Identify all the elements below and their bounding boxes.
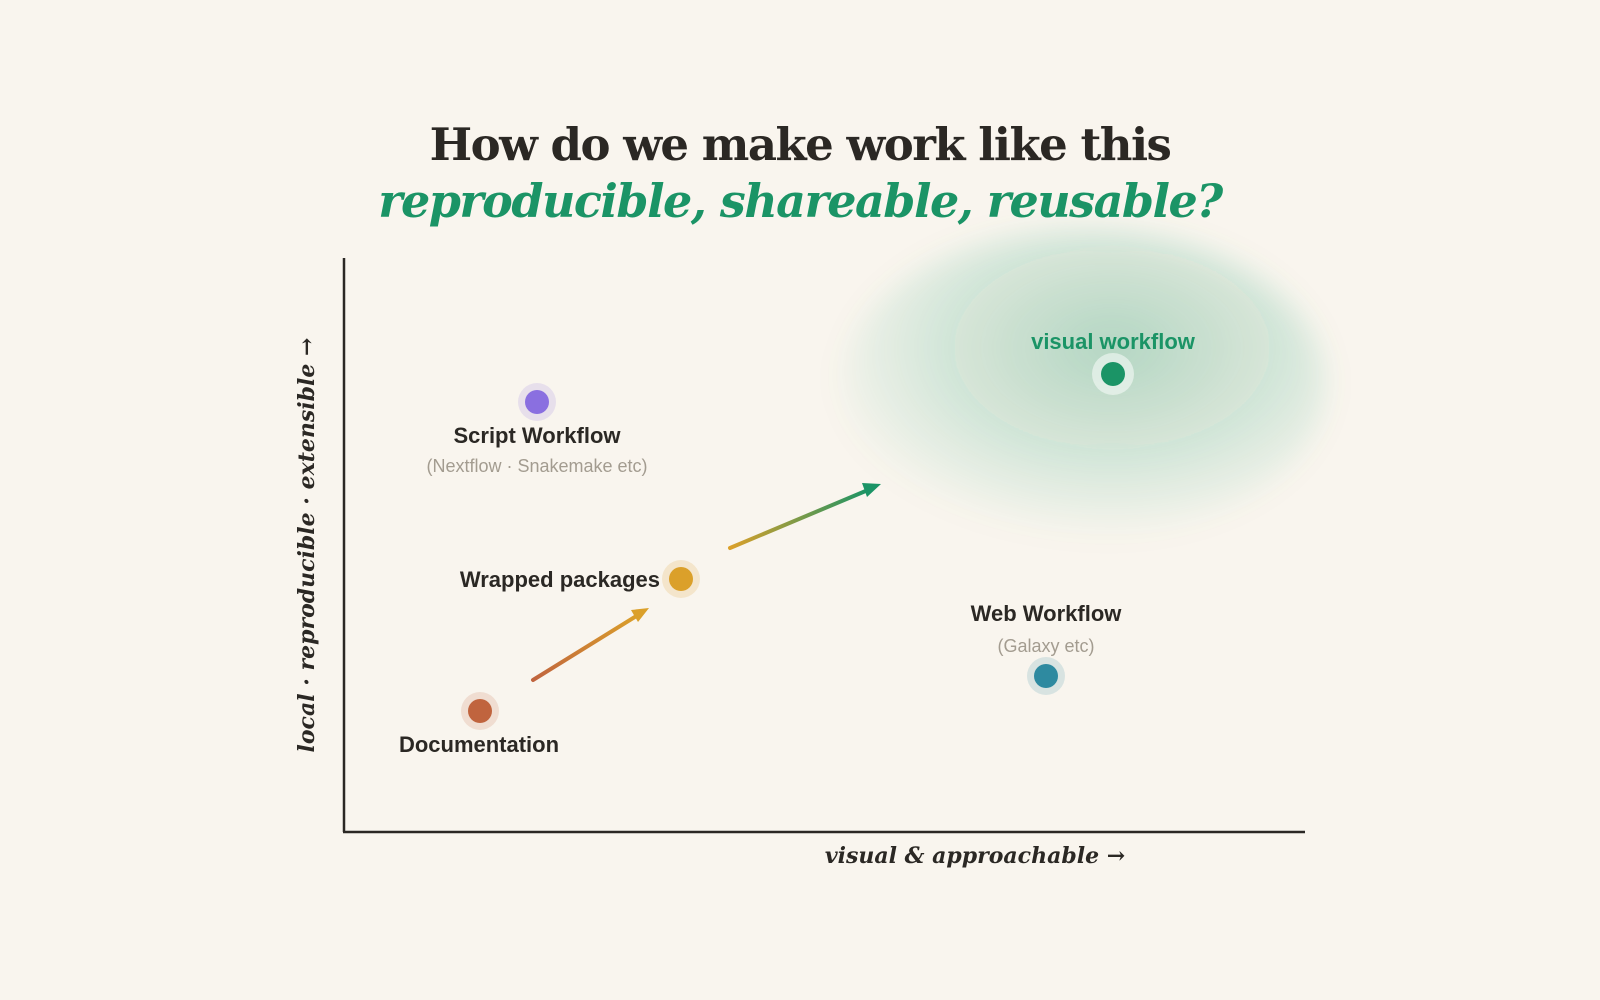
script-workflow-dot [525,390,549,414]
title-sub: reproducible, shareable, reusable? [378,174,1223,228]
web-workflow-dot [1034,664,1058,688]
script-workflow-label: Script Workflow [453,423,621,448]
title-main: How do we make work like this [429,118,1172,171]
script-workflow-sublabel: (Nextflow · Snakemake etc) [426,456,647,476]
node-documentation: Documentation [399,692,559,757]
visual-workflow-label: visual workflow [1031,329,1196,354]
highlight-zone [841,230,1325,540]
progress-arrow-2 [728,483,881,550]
y-axis-label: local · reproducible · extensible → [294,338,320,753]
documentation-label: Documentation [399,732,559,757]
documentation-dot [468,699,492,723]
node-visual-workflow: visual workflow [1031,329,1196,395]
node-script-workflow: Script Workflow (Nextflow · Snakemake et… [426,383,648,476]
web-workflow-sublabel: (Galaxy etc) [997,636,1094,656]
wrapped-packages-label: Wrapped packages [460,567,660,592]
progress-arrow-1 [531,608,649,682]
visual-workflow-dot [1101,362,1125,386]
wrapped-packages-dot [669,567,693,591]
web-workflow-label: Web Workflow [971,601,1123,626]
x-axis-label: visual & approachable → [825,843,1125,869]
node-web-workflow: Web Workflow (Galaxy etc) [971,601,1123,695]
node-wrapped-packages: Wrapped packages [460,560,700,598]
